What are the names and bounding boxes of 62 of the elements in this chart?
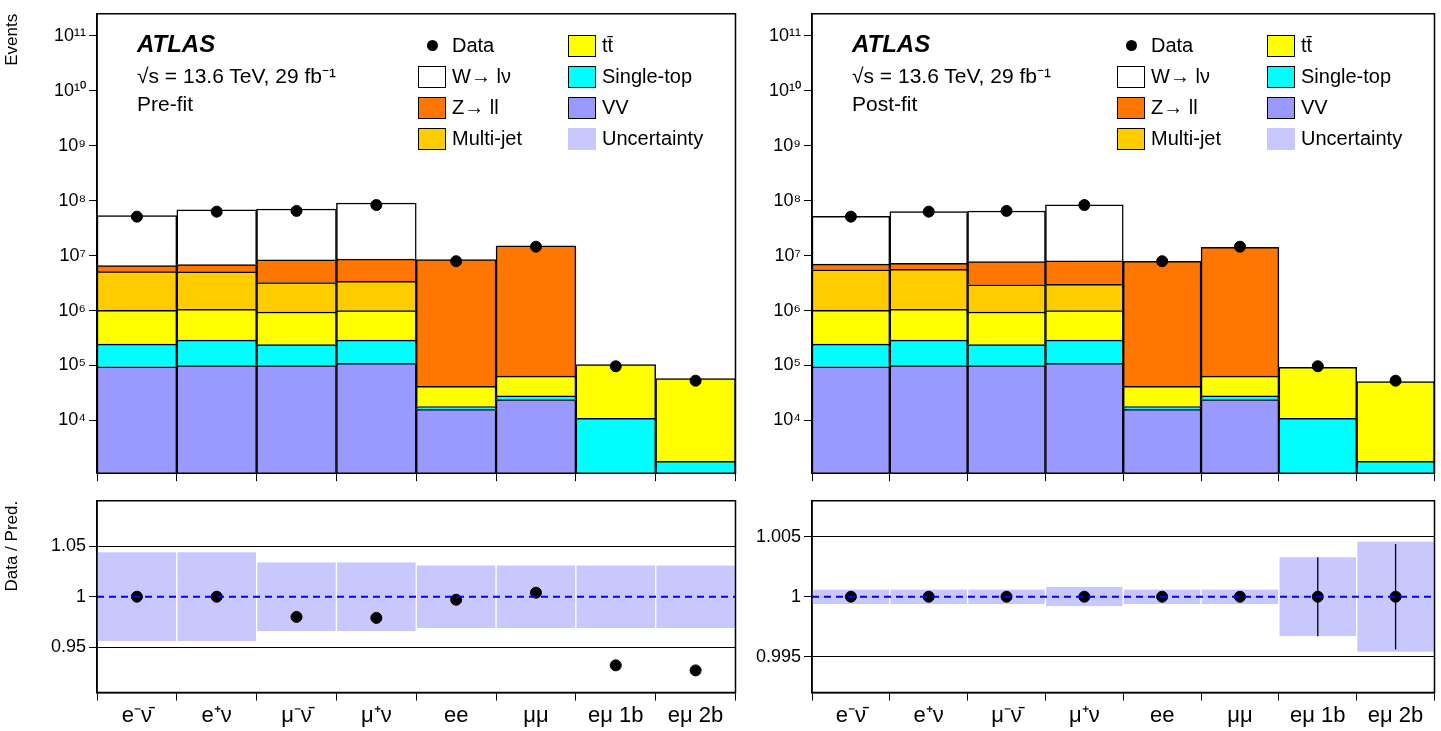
x-tick-label: eμ 1b <box>588 701 644 727</box>
y-tick-label: 10⁹ <box>773 134 801 155</box>
x-tick-label: e⁺ν <box>201 701 232 727</box>
y-tick-label: 10⁸ <box>773 189 801 210</box>
legend-label: Data <box>1151 34 1194 57</box>
x-tick-label: e⁺ν <box>913 701 944 727</box>
x-tick-label: ee <box>443 701 469 727</box>
y-tick-label: 10⁵ <box>773 354 801 375</box>
annotation: ATLAS <box>852 30 931 58</box>
legend-label: Multi-jet <box>452 127 523 150</box>
annotation: Pre-fit <box>137 92 194 116</box>
annotation: √s = 13.6 TeV, 29 fb⁻¹ <box>852 63 1051 89</box>
y-tick-label: 10⁴ <box>58 409 86 430</box>
y-tick-label: 10⁹ <box>58 134 86 155</box>
y-axis-title: Events <box>1 13 21 66</box>
y-tick-label: 0.95 <box>50 636 86 657</box>
legend-label: Single-top <box>602 65 693 88</box>
y-tick-label: 10⁵ <box>58 354 86 375</box>
y-tick-label: 1.05 <box>50 535 86 556</box>
y-tick-label: 10¹¹ <box>768 24 801 45</box>
legend-label: VV <box>602 96 629 119</box>
legend-label: Z→ ll <box>1151 96 1198 119</box>
x-tick-label: μ⁺ν <box>1069 701 1100 727</box>
legend-label: Single-top <box>1301 65 1392 88</box>
legend-label: Uncertainty <box>1301 127 1403 150</box>
y-tick-label: 0.995 <box>755 645 801 666</box>
y-tick-label: 10¹¹ <box>53 24 86 45</box>
x-tick-label: μμ <box>1227 701 1253 727</box>
legend-label: Z→ ll <box>452 96 499 119</box>
y-axis-title: Data / Pred. <box>1 500 21 592</box>
x-tick-label: eμ 2b <box>667 701 724 727</box>
x-tick-label: μ⁺ν <box>361 701 392 727</box>
x-tick-label: ee <box>1149 701 1175 727</box>
y-tick-label: 10⁶ <box>58 299 86 320</box>
y-tick-label: 1 <box>75 585 86 606</box>
y-tick-label: 10⁸ <box>58 189 86 210</box>
legend-label: tt̄ <box>602 34 614 57</box>
annotation: Post-fit <box>852 92 918 116</box>
x-tick-label: μμ <box>523 701 549 727</box>
y-tick-label: 1 <box>790 585 801 606</box>
legend-label: Multi-jet <box>1151 127 1222 150</box>
y-tick-label: 10¹⁰ <box>768 79 801 100</box>
y-tick-label: 10⁶ <box>773 299 801 320</box>
x-tick-label: μ⁻ν̄ <box>991 701 1025 727</box>
y-tick-label: 10¹⁰ <box>53 79 86 100</box>
annotation: √s = 13.6 TeV, 29 fb⁻¹ <box>137 63 336 89</box>
legend-label: Data <box>452 34 495 57</box>
x-tick-label: μ⁻ν̄ <box>281 701 315 727</box>
legend-label: W→ lν <box>452 65 511 88</box>
x-tick-label: eμ 2b <box>1367 701 1424 727</box>
x-tick-label: e⁻ν̄ <box>121 701 156 727</box>
annotation: ATLAS <box>137 30 216 58</box>
y-tick-label: 1.005 <box>755 525 801 546</box>
y-tick-label: 10⁷ <box>59 244 86 265</box>
x-tick-label: eμ 1b <box>1290 701 1346 727</box>
legend-label: tt̄ <box>1301 34 1313 57</box>
x-tick-label: e⁻ν̄ <box>835 701 870 727</box>
legend-label: VV <box>1301 96 1328 119</box>
y-tick-label: 10⁷ <box>774 244 801 265</box>
y-tick-label: 10⁴ <box>773 409 801 430</box>
legend-label: Uncertainty <box>602 127 704 150</box>
legend-label: W→ lν <box>1151 65 1210 88</box>
